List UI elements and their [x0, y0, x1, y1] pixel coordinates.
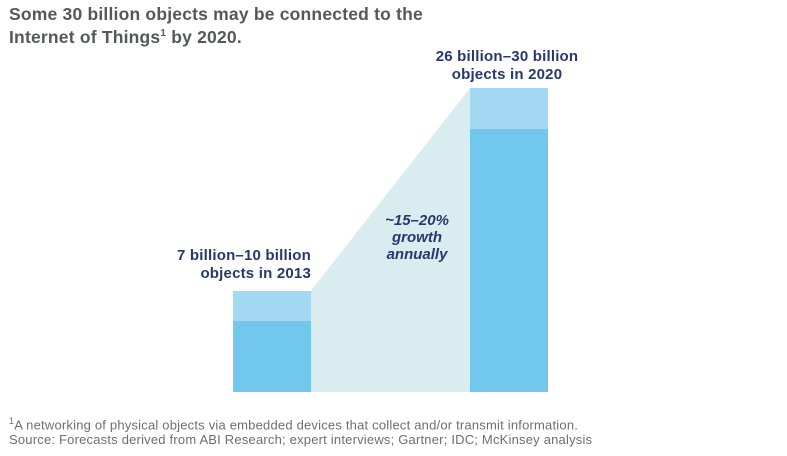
bar-label-2013: 7 billion–10 billion objects in 2013: [176, 247, 311, 282]
bar-2020: [470, 88, 548, 392]
footnote-text: A networking of physical objects via emb…: [14, 417, 579, 433]
exhibit-title: Some 30 billion objects may be connected…: [9, 4, 423, 47]
footnote-marker: 1: [9, 416, 15, 426]
title-line-2: Internet of Things1 by 2020.: [9, 26, 242, 47]
bar-label-2020: 26 billion–30 billion objects in 2020: [435, 48, 579, 83]
bar-2013: [233, 290, 311, 392]
growth-annotation: ~15–20% growth annually: [385, 212, 449, 263]
title-line-1: Some 30 billion objects may be connected…: [9, 4, 423, 24]
bar-2013-upper-range-segment: [233, 290, 311, 322]
bar-2020-upper-range-segment: [470, 88, 548, 129]
growth-trapezoid-shape: [311, 88, 470, 392]
title-footnote-marker: 1: [160, 28, 167, 39]
footnote: 1A networking of physical objects via em…: [9, 413, 578, 433]
source-line: Source: Forecasts derived from ABI Resea…: [9, 432, 593, 447]
